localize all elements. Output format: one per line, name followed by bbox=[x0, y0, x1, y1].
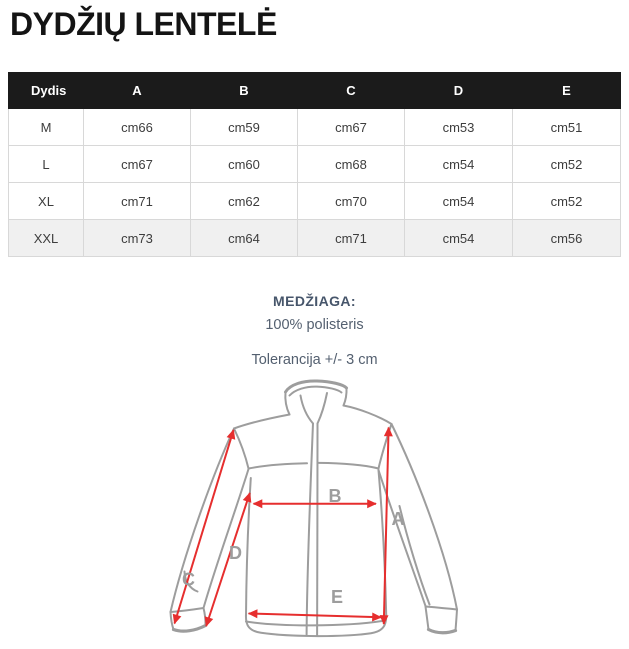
cuff-left-opening bbox=[171, 623, 208, 633]
value-cell: cm66 bbox=[83, 108, 191, 146]
value-cell: cm59 bbox=[190, 108, 298, 146]
table-row-xl: XL cm71 cm62 cm70 cm54 cm52 bbox=[8, 182, 621, 220]
cuff-left-top-seam bbox=[169, 607, 205, 613]
col-header-c: C bbox=[297, 72, 405, 109]
col-header-b: B bbox=[190, 72, 298, 109]
table-row-l: L cm67 cm60 cm68 cm54 cm52 bbox=[8, 145, 621, 183]
size-cell: XXL bbox=[8, 219, 84, 257]
value-cell: cm51 bbox=[512, 108, 621, 146]
measure-line-d bbox=[204, 492, 252, 627]
value-cell: cm52 bbox=[512, 145, 621, 183]
value-cell: cm52 bbox=[512, 182, 621, 220]
shoulder-left bbox=[233, 413, 291, 430]
value-cell: cm71 bbox=[297, 219, 405, 257]
tolerance-note: Tolerancija +/- 3 cm bbox=[251, 352, 378, 368]
measure-line-a bbox=[379, 426, 393, 625]
measurement-labels: B A D C E bbox=[182, 486, 405, 607]
size-cell: M bbox=[8, 108, 84, 146]
size-cell: XL bbox=[8, 182, 84, 220]
collar-inner-rim bbox=[288, 385, 343, 397]
size-table: Dydis A B C D E M cm66 cm59 cm67 cm53 cm… bbox=[8, 72, 621, 257]
jacket-outline bbox=[169, 379, 458, 638]
value-cell: cm53 bbox=[404, 108, 513, 146]
table-row-xxl: XXL cm73 cm64 cm71 cm54 cm56 bbox=[8, 219, 621, 257]
value-cell: cm68 bbox=[297, 145, 405, 183]
measure-line-e bbox=[247, 609, 382, 622]
page-title: DYDŽIŲ LENTELĖ bbox=[10, 6, 277, 42]
table-header-row: Dydis A B C D E bbox=[8, 72, 621, 109]
sleeve-left-outer bbox=[169, 427, 235, 613]
collar-funnel-right bbox=[316, 392, 328, 425]
measure-label-e: E bbox=[331, 587, 343, 607]
col-header-d: D bbox=[404, 72, 513, 109]
zipper-left-line bbox=[305, 422, 314, 636]
value-cell: cm60 bbox=[190, 145, 298, 183]
hem-seam bbox=[245, 619, 385, 627]
value-cell: cm70 bbox=[297, 182, 405, 220]
chest-seam-right bbox=[317, 461, 380, 470]
cuff-left-edge-l bbox=[169, 611, 175, 631]
cuff-left-edge-r bbox=[202, 607, 207, 627]
col-header-dydis: Dydis bbox=[8, 72, 84, 109]
cuff-right-edge-l bbox=[424, 605, 430, 631]
value-cell: cm71 bbox=[83, 182, 191, 220]
value-cell: cm56 bbox=[512, 219, 621, 257]
material-heading: MEDŽIAGA: bbox=[273, 293, 356, 309]
measure-label-c: C bbox=[182, 570, 195, 590]
shoulder-right bbox=[342, 404, 393, 425]
cuff-right-opening bbox=[426, 627, 458, 635]
value-cell: cm67 bbox=[83, 145, 191, 183]
material-composition: 100% polisteris bbox=[265, 317, 364, 333]
value-cell: cm73 bbox=[83, 219, 191, 257]
cuff-right-edge-r bbox=[454, 608, 458, 632]
collar-left-side bbox=[284, 391, 291, 416]
size-cell: L bbox=[8, 145, 84, 183]
value-cell: cm54 bbox=[404, 145, 513, 183]
value-cell: cm67 bbox=[297, 108, 405, 146]
body-bottom-edge bbox=[244, 613, 388, 638]
col-header-a: A bbox=[83, 72, 191, 109]
sleeve-right-seam bbox=[398, 505, 431, 606]
measure-line-c bbox=[172, 429, 236, 625]
measure-label-d: D bbox=[229, 543, 242, 563]
sleeve-left-inner bbox=[202, 468, 250, 609]
measure-label-b: B bbox=[329, 486, 342, 506]
value-cell: cm64 bbox=[190, 219, 298, 257]
material-section: MEDŽIAGA: 100% polisteris Tolerancija +/… bbox=[0, 293, 629, 368]
table-row-m: M cm66 cm59 cm67 cm53 cm51 bbox=[8, 108, 621, 146]
value-cell: cm62 bbox=[190, 182, 298, 220]
value-cell: cm54 bbox=[404, 219, 513, 257]
shoulder-seam-left bbox=[233, 427, 250, 470]
collar-outer-rim bbox=[284, 379, 348, 394]
chest-seam-left bbox=[247, 462, 308, 470]
jacket-measurement-diagram: B A D C E bbox=[150, 378, 480, 649]
value-cell: cm54 bbox=[404, 182, 513, 220]
jacket-diagram-svg: B A D C E bbox=[169, 379, 458, 638]
sleeve-right-outer bbox=[390, 423, 458, 611]
measure-label-a: A bbox=[392, 509, 405, 529]
cuff-right-top-seam bbox=[424, 605, 458, 611]
col-header-e: E bbox=[512, 72, 621, 109]
collar-right-side bbox=[342, 387, 348, 407]
shoulder-seam-right bbox=[377, 423, 393, 470]
collar-funnel-left bbox=[299, 394, 314, 425]
measurement-arrows bbox=[172, 426, 393, 627]
